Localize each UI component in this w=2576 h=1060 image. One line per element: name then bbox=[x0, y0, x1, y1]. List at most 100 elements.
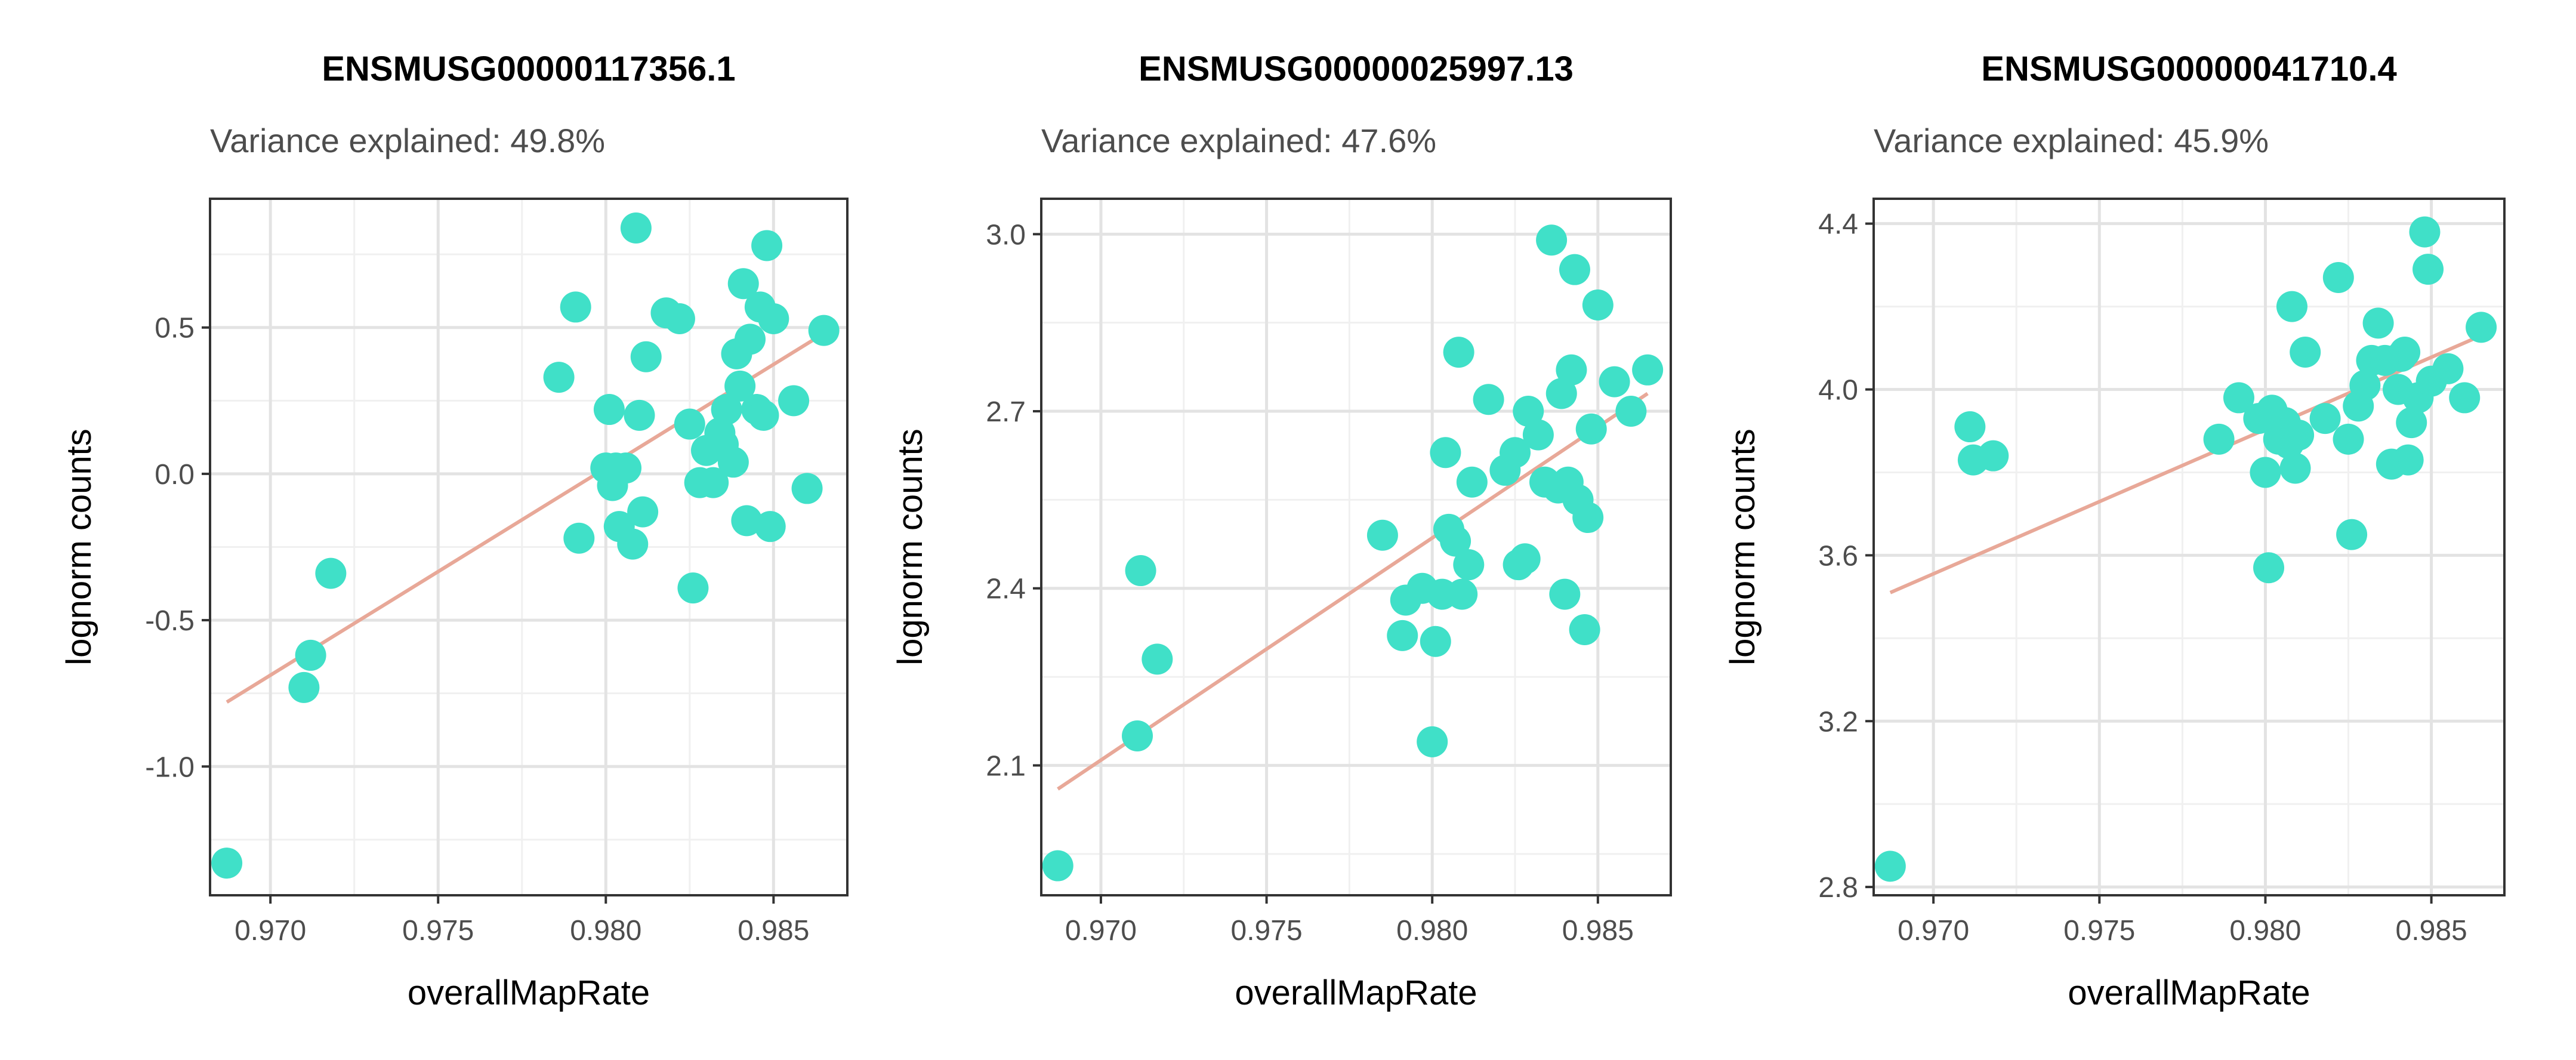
y-tick-label: 2.7 bbox=[986, 396, 1026, 428]
data-point bbox=[724, 370, 756, 402]
x-tick-label: 0.980 bbox=[570, 915, 641, 947]
data-point bbox=[1545, 378, 1577, 409]
y-tick-label: 4.4 bbox=[1818, 209, 1858, 241]
data-point bbox=[758, 303, 789, 335]
plot-border bbox=[1872, 198, 2506, 896]
data-point bbox=[1125, 555, 1156, 587]
y-tick-label: 3.2 bbox=[1818, 706, 1858, 738]
data-point bbox=[1632, 354, 1664, 386]
panel-title: ENSMUSG00000025997.13 bbox=[1139, 50, 1574, 88]
data-point bbox=[748, 399, 779, 431]
data-point bbox=[778, 385, 810, 417]
panel-1: ENSMUSG00000117356.1 Variance explained:… bbox=[60, 50, 849, 1012]
data-point bbox=[727, 268, 759, 300]
panel-title: ENSMUSG00000041710.4 bbox=[1981, 50, 2396, 88]
data-point bbox=[627, 496, 659, 528]
x-tick-label: 0.970 bbox=[1898, 915, 1969, 947]
data-point bbox=[2396, 407, 2427, 439]
data-point bbox=[1522, 419, 1554, 451]
data-point bbox=[624, 399, 655, 431]
data-point bbox=[610, 452, 642, 484]
data-point bbox=[711, 394, 742, 426]
data-point bbox=[2389, 337, 2421, 368]
data-point bbox=[1874, 851, 1906, 882]
x-tick-label: 0.975 bbox=[1231, 915, 1303, 947]
data-point bbox=[1387, 620, 1418, 651]
y-tick-label: 2.1 bbox=[986, 750, 1026, 782]
data-point bbox=[1042, 850, 1073, 882]
data-point bbox=[1575, 413, 1607, 445]
panel-subtitle: Variance explained: 49.8% bbox=[210, 122, 605, 159]
data-point bbox=[2279, 452, 2311, 484]
plot-border bbox=[209, 198, 849, 896]
x-tick-label: 0.985 bbox=[738, 915, 809, 947]
plot-background bbox=[1041, 199, 1671, 895]
data-point bbox=[674, 408, 705, 440]
x-tick-label: 0.985 bbox=[1562, 915, 1634, 947]
panel-2: ENSMUSG00000025997.13 Variance explained… bbox=[891, 50, 1672, 1012]
data-point bbox=[808, 315, 840, 346]
data-point bbox=[1582, 289, 1614, 321]
data-point bbox=[751, 230, 783, 261]
data-point bbox=[2309, 403, 2341, 435]
data-point bbox=[1536, 224, 1568, 256]
data-point bbox=[2409, 216, 2441, 248]
y-tick-label: -1.0 bbox=[145, 751, 195, 783]
data-point bbox=[617, 528, 649, 560]
data-point bbox=[1549, 578, 1581, 610]
data-point bbox=[698, 467, 729, 498]
x-tick-label: 0.980 bbox=[1396, 915, 1468, 947]
y-tick-label: -0.5 bbox=[145, 605, 195, 637]
y-tick-label: 4.0 bbox=[1818, 375, 1858, 406]
y-axis-label: lognorm counts bbox=[60, 429, 98, 665]
x-tick-label: 0.985 bbox=[2396, 915, 2467, 947]
data-point bbox=[630, 341, 662, 372]
data-point bbox=[2466, 312, 2497, 343]
panel-title: ENSMUSG00000117356.1 bbox=[322, 50, 735, 88]
data-point bbox=[1142, 643, 1173, 675]
data-point bbox=[1556, 354, 1587, 386]
data-point bbox=[2449, 382, 2481, 414]
data-point bbox=[1615, 396, 1647, 427]
x-axis-label: overallMapRate bbox=[1235, 973, 1477, 1012]
data-point bbox=[1509, 543, 1541, 575]
data-point bbox=[295, 639, 326, 671]
data-point bbox=[1513, 396, 1544, 427]
data-point bbox=[2392, 444, 2424, 476]
data-point bbox=[1569, 614, 1600, 645]
y-axis-label: lognorm counts bbox=[1723, 429, 1762, 665]
data-point bbox=[2283, 419, 2315, 451]
x-axis-label: overallMapRate bbox=[408, 973, 650, 1012]
trend-line bbox=[1057, 392, 1649, 791]
data-point bbox=[2349, 369, 2381, 401]
data-point bbox=[1500, 437, 1531, 469]
x-axis-label: overallMapRate bbox=[2068, 973, 2310, 1012]
data-point bbox=[717, 446, 749, 478]
data-point bbox=[560, 291, 591, 323]
data-point bbox=[1572, 502, 1604, 534]
data-point bbox=[543, 362, 575, 393]
y-tick-label: 0.5 bbox=[155, 313, 195, 344]
data-point bbox=[2276, 291, 2307, 322]
data-point bbox=[1366, 519, 1398, 551]
data-point bbox=[1122, 720, 1153, 751]
y-tick-label: 2.4 bbox=[986, 574, 1026, 605]
y-tick-label: 3.6 bbox=[1818, 540, 1858, 572]
data-point bbox=[754, 511, 786, 543]
panel-subtitle: Variance explained: 47.6% bbox=[1041, 122, 1436, 159]
data-point bbox=[593, 394, 625, 426]
data-point bbox=[1430, 437, 1461, 469]
data-point bbox=[2253, 552, 2285, 584]
data-point bbox=[315, 557, 347, 589]
data-point bbox=[1446, 578, 1478, 610]
data-point bbox=[2336, 519, 2368, 550]
data-point bbox=[1473, 384, 1504, 415]
x-tick-label: 0.970 bbox=[235, 915, 306, 947]
data-point bbox=[791, 473, 823, 504]
y-tick-label: 2.8 bbox=[1818, 872, 1858, 904]
data-point bbox=[2290, 337, 2321, 368]
plot-background bbox=[1874, 199, 2504, 895]
data-point bbox=[2203, 423, 2235, 455]
data-point bbox=[734, 323, 766, 355]
